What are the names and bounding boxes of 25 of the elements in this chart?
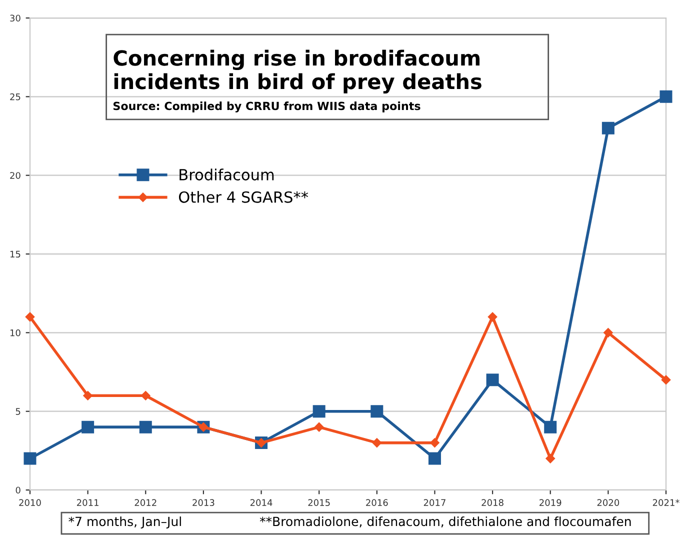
y-tick-label: 25 xyxy=(10,93,20,100)
text: **Bromadiolone, difenacoum, difethialone and flocoumafen xyxy=(260,516,631,528)
y-tick-label: 0 xyxy=(16,486,20,494)
legend-label: Other 4 SGARS** xyxy=(178,191,308,203)
x-tick-label: 2017 xyxy=(424,499,446,506)
y-tick-label: 20 xyxy=(10,172,20,179)
text: Source: Compiled by CRRU from WIIS data points xyxy=(113,102,420,112)
y-tick-label: 30 xyxy=(10,14,20,22)
x-tick-label: 2013 xyxy=(192,499,214,506)
y-tick-label: 15 xyxy=(10,250,20,258)
y-tick-label: 5 xyxy=(16,408,20,415)
x-tick-label: 2018 xyxy=(482,499,504,506)
y-tick-label: 10 xyxy=(10,329,20,336)
x-tick-label: 2011 xyxy=(76,499,98,506)
x-tick-label: 2015 xyxy=(308,499,330,506)
x-tick-label: 2010 xyxy=(19,499,41,506)
x-tick-label: 2012 xyxy=(134,499,156,506)
x-tick-label: 2014 xyxy=(250,499,272,506)
text: Concerning rise in brodifacoum incidents in bird of prey deaths xyxy=(114,50,482,94)
x-tick-label: 2016 xyxy=(366,499,388,506)
legend-label: Brodifacoum xyxy=(180,168,274,180)
text: *7 months, Jan–Jul xyxy=(68,516,181,528)
x-tick-label: 2021* xyxy=(652,499,680,506)
x-tick-label: 2020 xyxy=(597,499,620,506)
x-tick-label: 2019 xyxy=(540,499,562,506)
